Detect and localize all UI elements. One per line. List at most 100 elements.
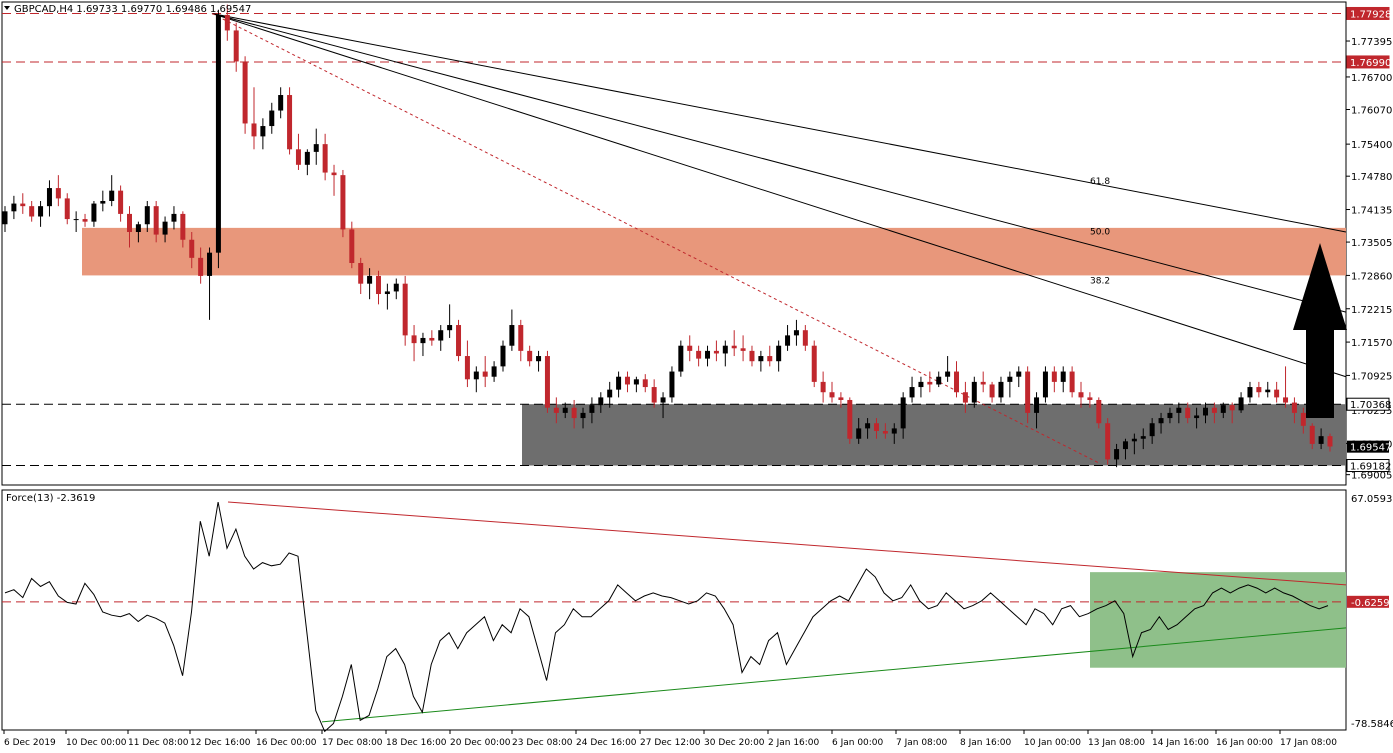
support-zone	[522, 404, 1346, 466]
candle-bear	[402, 283, 408, 336]
candle-bull	[1167, 412, 1173, 419]
candle-bull	[616, 376, 622, 390]
candle-bear	[989, 384, 995, 398]
candle-bull	[1265, 389, 1271, 393]
candle-bull	[278, 95, 284, 111]
candle-bear	[820, 381, 826, 393]
price-tick-label: 1.74780	[1351, 172, 1392, 183]
candle-bear	[544, 356, 550, 408]
time-axis-label: 10 Jan 00:00	[1024, 738, 1081, 748]
time-axis-label: 6 Jan 00:00	[832, 738, 884, 748]
candle-bull	[1220, 405, 1226, 413]
candle-bear	[233, 30, 239, 62]
fib-label-38.2: 38.2	[1090, 277, 1110, 287]
fib-label-61.8: 61.8	[1090, 177, 1110, 187]
candle-bull	[1318, 436, 1324, 444]
candle-bear	[198, 257, 204, 276]
candle-bear	[456, 325, 462, 357]
time-axis-label: 30 Dec 20:00	[704, 738, 765, 748]
candle-bear	[1256, 387, 1262, 393]
candle-bull	[2, 211, 8, 225]
candle-bear	[55, 188, 61, 199]
time-axis-label: 16 Dec 00:00	[256, 738, 317, 748]
candle-bear	[358, 263, 364, 284]
candle-bull	[491, 366, 497, 377]
candle-bull	[1034, 397, 1040, 413]
force-index-line	[4, 502, 1329, 733]
candle-bull	[269, 110, 275, 127]
candle-bull	[936, 376, 942, 385]
candle-bear	[767, 356, 773, 362]
candle-bull	[100, 200, 106, 204]
candle-bull	[1131, 438, 1137, 442]
candle-bull	[509, 325, 515, 346]
time-axis-label: 20 Dec 00:00	[450, 738, 511, 748]
price-level-label-box	[1346, 397, 1390, 411]
candle-bear	[1025, 371, 1031, 413]
force-axis-top-label: 67.0593	[1351, 494, 1392, 505]
candle-bear	[464, 356, 470, 380]
price-tick-label: 1.77395	[1351, 37, 1392, 48]
candle-bull	[38, 206, 44, 217]
candle-bull	[633, 379, 639, 385]
price-level-label-box	[1346, 459, 1390, 473]
candle-bull	[669, 371, 675, 398]
current-price-label-box	[1347, 440, 1389, 453]
candle-bear	[29, 206, 35, 217]
candle-bull	[705, 350, 711, 359]
candle-bear	[251, 123, 257, 137]
candle-bull	[420, 337, 426, 344]
candle-bull	[1007, 376, 1013, 382]
candle-bull	[46, 188, 52, 207]
price-level-label: 1.77928	[1350, 9, 1391, 20]
candle-bear	[64, 198, 70, 220]
price-tick-label: 1.72860	[1351, 271, 1392, 282]
price-level-label: 1.70368	[1350, 400, 1391, 411]
candle-bull	[215, 14, 221, 253]
candle-bull	[393, 283, 399, 292]
candle-bear	[642, 379, 648, 388]
price-tick-label: 1.73505	[1351, 238, 1392, 249]
price-tick-label: 1.70925	[1351, 371, 1392, 382]
fib-fan-line-0	[211, 12, 1347, 233]
force-level-label-box	[1347, 595, 1389, 608]
candle-bull	[91, 203, 97, 222]
candle-bear	[927, 381, 933, 385]
price-tick-label: 1.70255	[1351, 406, 1392, 417]
candle-bear	[1087, 397, 1093, 400]
candle-bull	[793, 330, 799, 336]
candle-bear	[962, 392, 968, 403]
candle-bull	[562, 407, 568, 413]
candle-bear	[1051, 371, 1057, 382]
candle-bull	[438, 330, 444, 341]
candle-bear	[118, 190, 124, 214]
candle-bull	[580, 412, 586, 419]
time-axis-label: 18 Dec 16:00	[386, 738, 447, 748]
candle-bear	[224, 14, 230, 31]
candle-bull	[144, 206, 150, 225]
candle-bull	[135, 224, 141, 232]
indicator-header: Force(13) -2.3619	[6, 493, 95, 504]
candle-bear	[882, 430, 888, 434]
candle-bull	[384, 291, 390, 295]
time-axis-label: 11 Dec 08:00	[128, 738, 189, 748]
price-tick-label: 1.76070	[1351, 106, 1392, 117]
force-axis-bottom-label: -78.5846	[1351, 719, 1393, 730]
candle-bear	[1096, 399, 1102, 424]
candle-bull	[865, 423, 871, 429]
candle-bear	[153, 206, 159, 235]
candle-bear	[20, 203, 26, 207]
candle-bull	[945, 371, 951, 377]
candle-bull	[536, 356, 542, 362]
candle-bear	[749, 350, 755, 362]
candle-bear	[1283, 397, 1289, 403]
candle-bull	[1238, 397, 1244, 411]
candle-bull	[998, 381, 1004, 398]
candle-bear	[349, 229, 355, 264]
candle-bull	[1122, 441, 1128, 450]
time-axis-label: 16 Jan 00:00	[1216, 738, 1273, 748]
candle-bull	[678, 345, 684, 372]
candle-bull	[891, 428, 897, 434]
price-level-label-box	[1346, 55, 1390, 69]
